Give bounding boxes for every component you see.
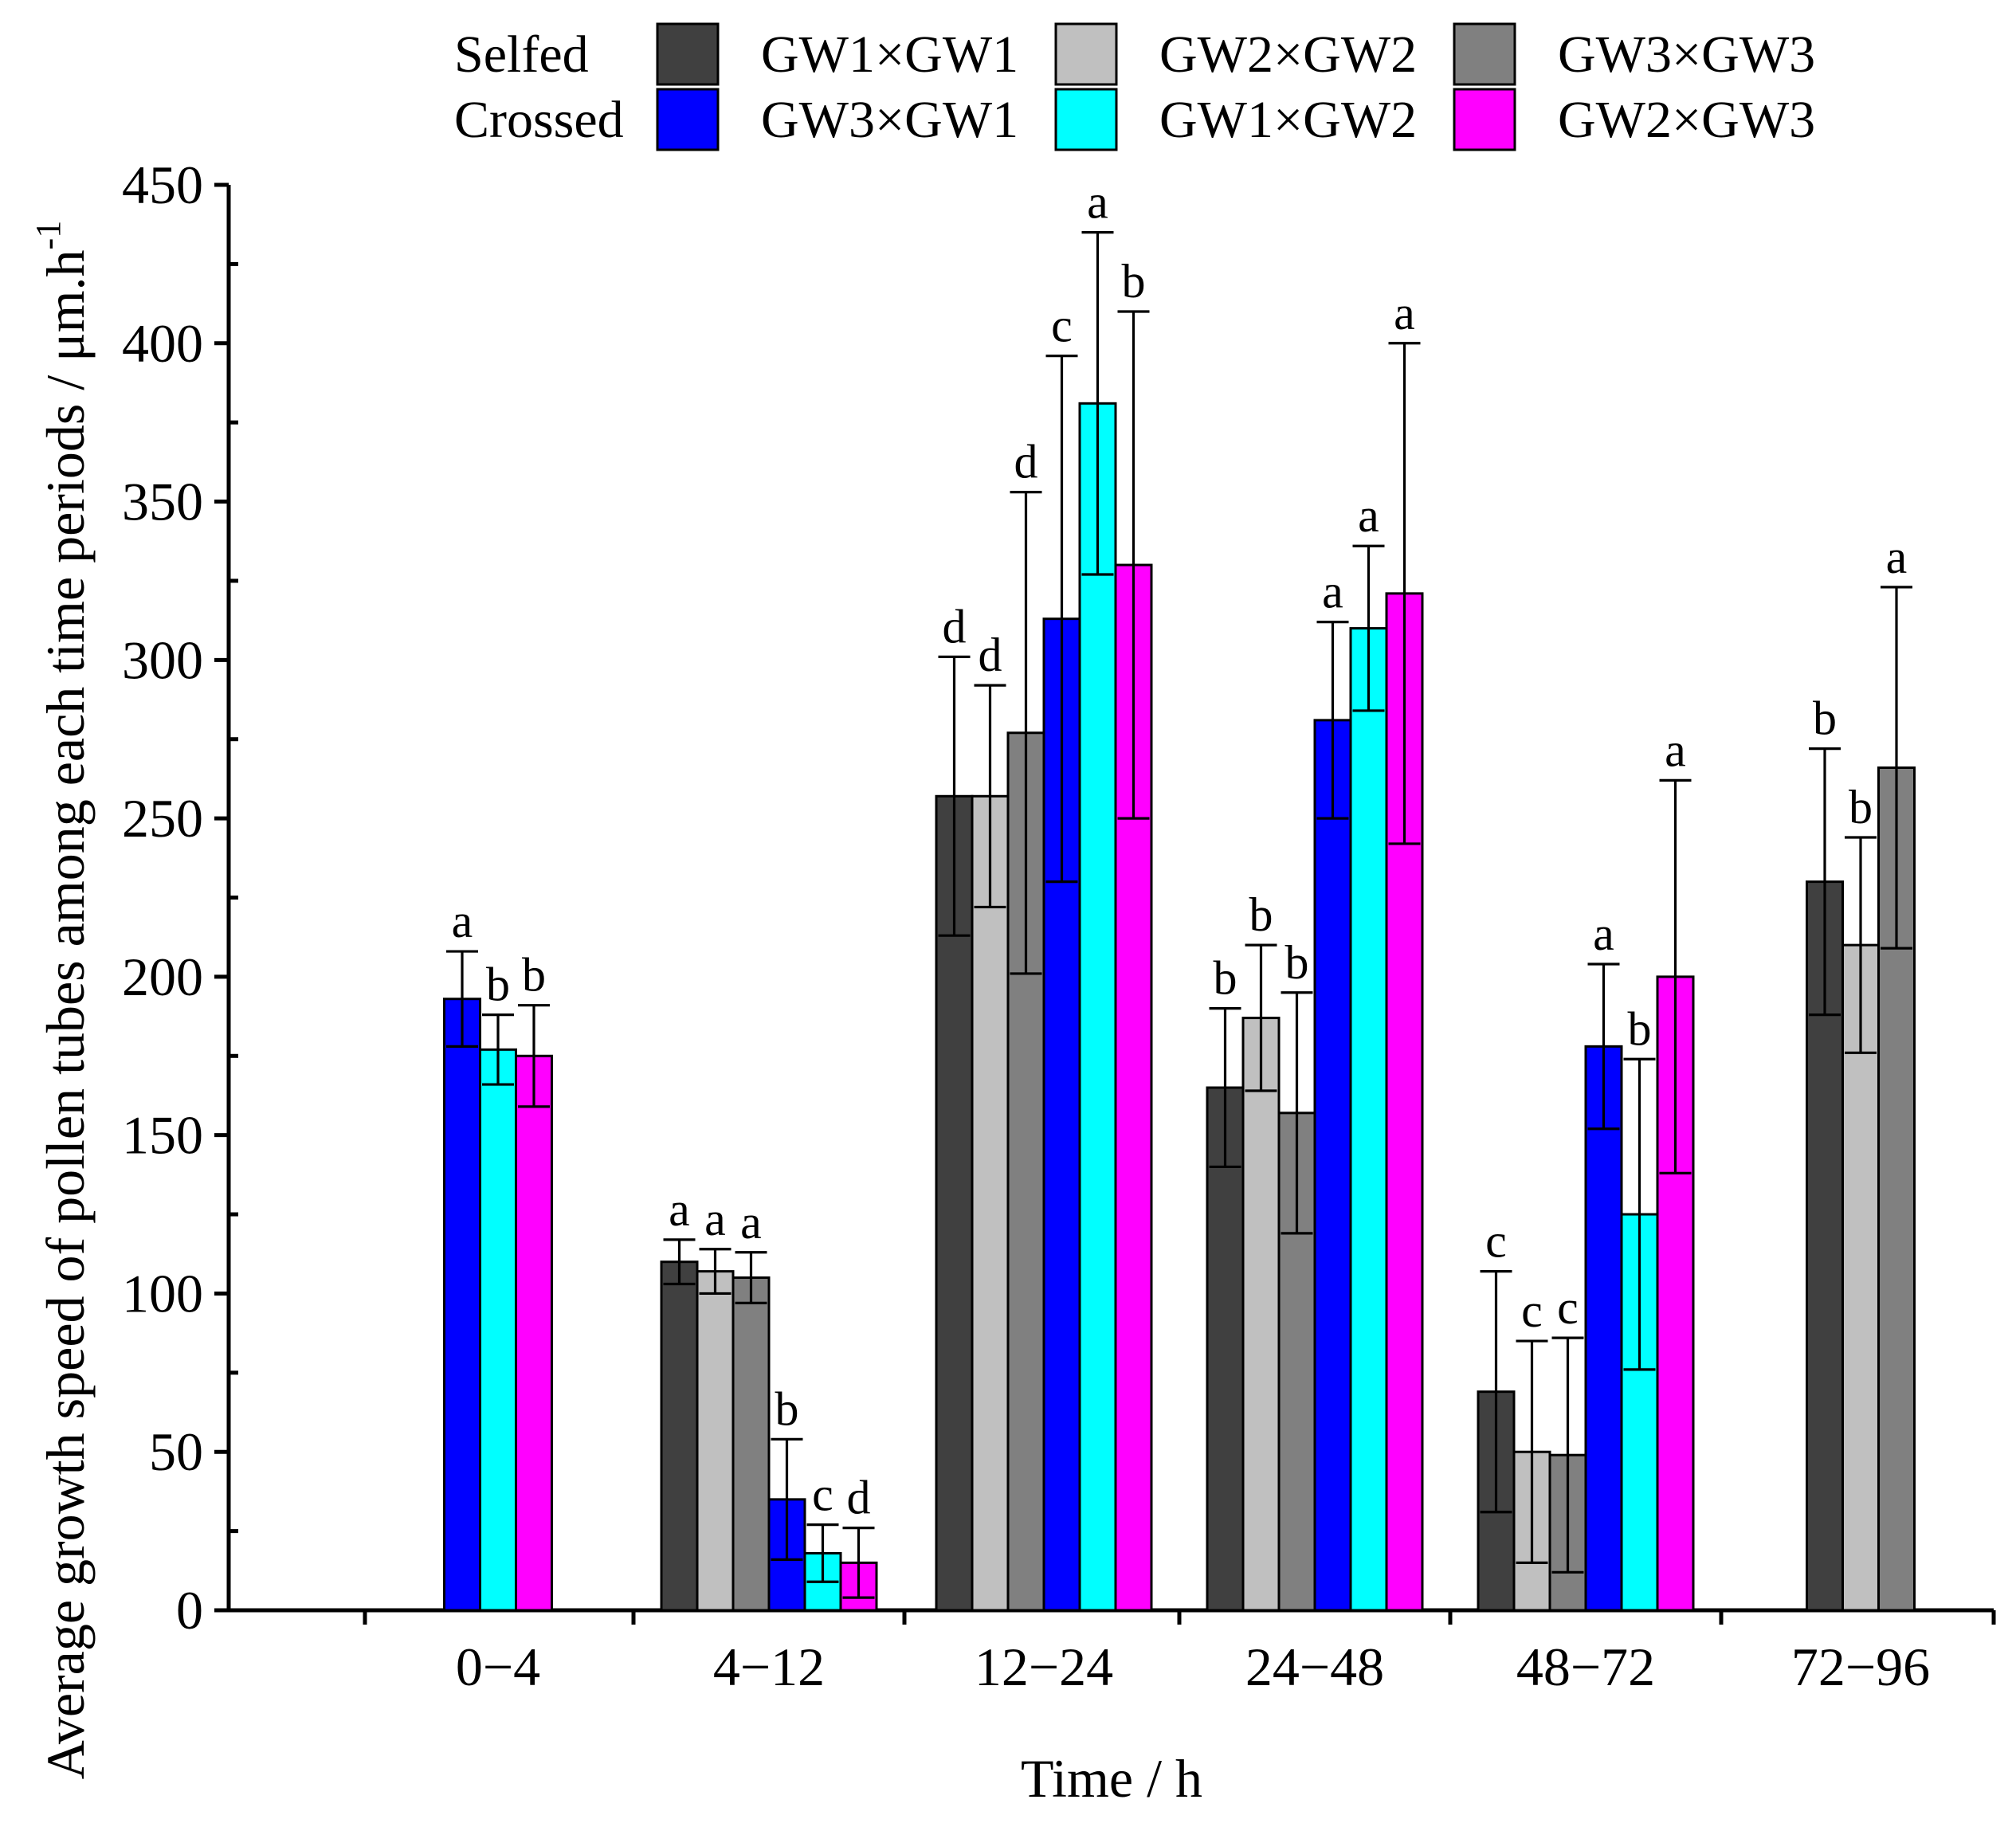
significance-letter: b <box>522 949 546 1002</box>
bar <box>971 794 1010 1612</box>
legend-group-label: Selfed <box>454 25 589 84</box>
legend: Selfed Crossed GW1×GW1 GW2×GW2 GW3×GW3 GW3×GW… <box>454 22 1815 151</box>
significance-letter: b <box>1628 1002 1652 1055</box>
y-tick-label: 50 <box>149 1421 203 1482</box>
legend-label: GW1×GW2 <box>1159 91 1417 149</box>
significance-letter: a <box>452 895 473 947</box>
y-tick-label: 150 <box>122 1105 203 1166</box>
significance-letter: c <box>1485 1215 1507 1268</box>
significance-letter: c <box>1521 1284 1543 1337</box>
significance-letter: d <box>1014 436 1038 488</box>
bar <box>515 1054 553 1612</box>
legend-group-label: Crossed <box>454 91 624 149</box>
bar <box>1241 1017 1281 1612</box>
significance-letter: b <box>1249 888 1273 941</box>
y-tick-label: 250 <box>122 788 203 849</box>
significance-letter: b <box>486 959 510 1011</box>
bar <box>731 1276 771 1612</box>
x-tick-label: 4−12 <box>713 1637 825 1697</box>
bar <box>1206 1086 1245 1612</box>
y-axis-title-group: Average growth speed of pollen tubes amo… <box>29 221 96 1779</box>
significance-letter: c <box>1557 1281 1579 1334</box>
significance-letter: b <box>1285 936 1309 989</box>
y-axis-title-superscript: -1 <box>29 221 68 250</box>
x-tick-label: 48−72 <box>1516 1637 1655 1697</box>
significance-letter: a <box>1358 489 1379 542</box>
significance-letter: b <box>1122 255 1146 308</box>
y-axis-title-main: Average growth speed of pollen tubes amo… <box>35 249 96 1779</box>
bar <box>1349 627 1388 1612</box>
y-tick-label: 450 <box>122 155 203 215</box>
significance-letter: d <box>943 600 967 653</box>
legend-swatch <box>1453 22 1516 86</box>
legend-swatch <box>1054 22 1118 86</box>
x-tick-label: 12−24 <box>975 1637 1113 1697</box>
significance-letter: a <box>704 1193 726 1245</box>
y-axis-title: Average growth speed of pollen tubes amo… <box>29 221 96 1779</box>
x-tick-label: 72−96 <box>1791 1637 1930 1697</box>
significance-letter: b <box>1214 952 1237 1005</box>
x-tick-label: 0−4 <box>456 1637 540 1697</box>
y-tick-label: 200 <box>122 947 203 1007</box>
significance-letter: c <box>812 1468 833 1521</box>
significance-letter: a <box>1322 566 1343 618</box>
significance-letter: c <box>1051 300 1073 352</box>
bar <box>1078 402 1117 1612</box>
error-bars <box>446 231 1912 1599</box>
x-axis-title: Time / h <box>1021 1748 1202 1809</box>
axes: 0 50 100 150 200 250 300 350 400 450 0−4 4−12 12−24 2… <box>122 155 1996 1697</box>
y-tick-label: 300 <box>122 629 203 690</box>
significance-letter: a <box>1087 176 1108 229</box>
significance-letter: a <box>1593 908 1614 960</box>
legend-label: GW2×GW3 <box>1558 91 1815 149</box>
significance-letter: a <box>669 1183 690 1236</box>
bar <box>1841 943 1880 1612</box>
significance-letter: d <box>979 629 1002 681</box>
bar <box>696 1270 735 1612</box>
significance-letter: b <box>1813 692 1837 745</box>
bars <box>443 402 1916 1612</box>
legend-label: GW1×GW1 <box>761 25 1018 84</box>
legend-label: GW3×GW1 <box>761 91 1018 149</box>
legend-swatch <box>1453 88 1516 151</box>
bar <box>443 998 481 1612</box>
legend-swatch <box>656 22 720 86</box>
bar <box>479 1048 517 1612</box>
significance-letter: b <box>775 1382 799 1435</box>
y-tick-label: 400 <box>122 313 203 374</box>
legend-swatch <box>1054 88 1118 151</box>
x-tick-label: 24−48 <box>1245 1637 1384 1697</box>
bar <box>1584 1045 1623 1612</box>
bar <box>1313 719 1352 1612</box>
y-tick-label: 100 <box>122 1263 203 1323</box>
bar <box>660 1260 699 1612</box>
legend-label: GW2×GW2 <box>1159 25 1417 84</box>
legend-label: GW3×GW3 <box>1558 25 1815 84</box>
significance-letter: d <box>847 1472 871 1524</box>
significance-letter: b <box>1849 781 1873 833</box>
significance-letter: a <box>1886 531 1908 583</box>
y-tick-label: 350 <box>122 472 203 532</box>
legend-swatch <box>656 88 720 151</box>
significance-letter: a <box>1394 287 1415 339</box>
significance-letter: a <box>740 1196 762 1249</box>
significance-letter: a <box>1665 723 1686 776</box>
y-tick-label: 0 <box>176 1580 203 1641</box>
